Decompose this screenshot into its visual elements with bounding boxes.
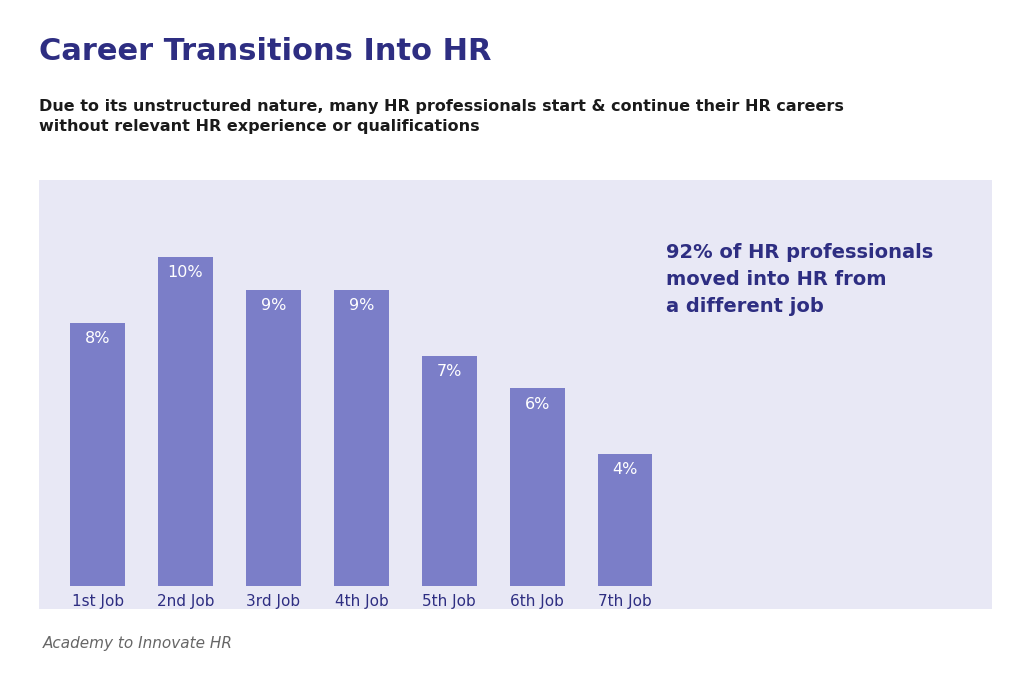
- Bar: [246, 290, 300, 586]
- Text: Academy to Innovate HR: Academy to Innovate HR: [43, 636, 233, 651]
- Bar: [510, 388, 565, 586]
- Text: 6%: 6%: [525, 396, 550, 412]
- Bar: [71, 323, 125, 586]
- Text: 92% of HR professionals
moved into HR from
a different job: 92% of HR professionals moved into HR fr…: [666, 242, 934, 316]
- Text: 4%: 4%: [613, 462, 638, 477]
- Text: Career Transitions Into HR: Career Transitions Into HR: [39, 37, 491, 67]
- Text: 9%: 9%: [348, 298, 374, 313]
- Bar: [598, 454, 653, 586]
- Bar: [158, 257, 213, 586]
- Text: 7%: 7%: [437, 364, 462, 379]
- Bar: [334, 290, 388, 586]
- Text: 8%: 8%: [85, 331, 111, 346]
- Text: Due to its unstructured nature, many HR professionals start & continue their HR : Due to its unstructured nature, many HR …: [39, 99, 844, 133]
- Bar: [422, 355, 477, 586]
- Text: 9%: 9%: [260, 298, 286, 313]
- Text: 10%: 10%: [168, 265, 203, 280]
